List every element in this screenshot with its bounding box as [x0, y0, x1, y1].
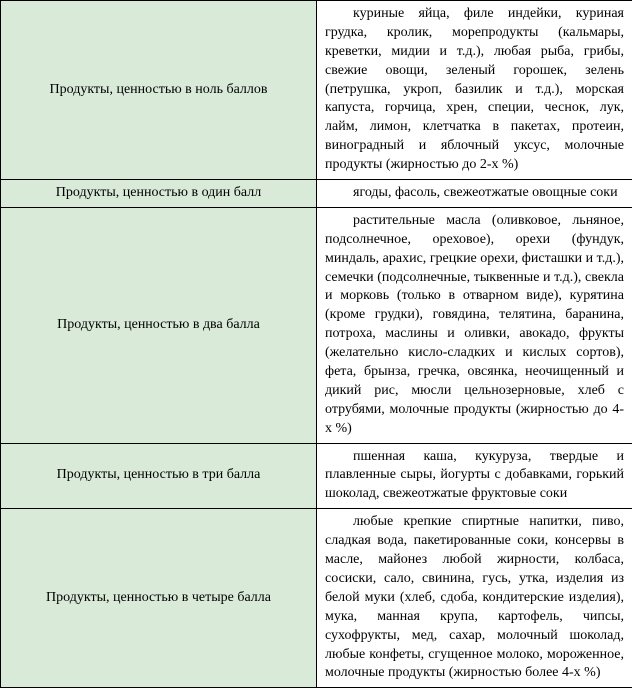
table-row: Продукты, ценностью в ноль баллов курины… — [1, 1, 632, 180]
row-desc: куриные яйца, филе индейки, куриная груд… — [317, 1, 632, 180]
row-label: Продукты, ценностью в два балла — [1, 207, 317, 443]
table-row: Продукты, ценностью в четыре балла любые… — [1, 509, 632, 688]
points-table: Продукты, ценностью в ноль баллов курины… — [0, 0, 632, 688]
row-desc: любые крепкие спиртные напитки, пиво, сл… — [317, 509, 632, 688]
row-label: Продукты, ценностью в четыре балла — [1, 509, 317, 688]
row-desc: пшенная каша, кукуруза, твердые и плавле… — [317, 443, 632, 509]
points-table-body: Продукты, ценностью в ноль баллов курины… — [1, 1, 632, 688]
row-label: Продукты, ценностью в три балла — [1, 443, 317, 509]
row-label: Продукты, ценностью в один балл — [1, 180, 317, 208]
table-row: Продукты, ценностью в два балла растител… — [1, 207, 632, 443]
row-label: Продукты, ценностью в ноль баллов — [1, 1, 317, 180]
table-row: Продукты, ценностью в три балла пшенная … — [1, 443, 632, 509]
table-row: Продукты, ценностью в один балл ягоды, ф… — [1, 180, 632, 208]
row-desc: растительные масла (оливковое, льняное, … — [317, 207, 632, 443]
row-desc: ягоды, фасоль, свежеотжатые овощные соки — [317, 180, 632, 208]
